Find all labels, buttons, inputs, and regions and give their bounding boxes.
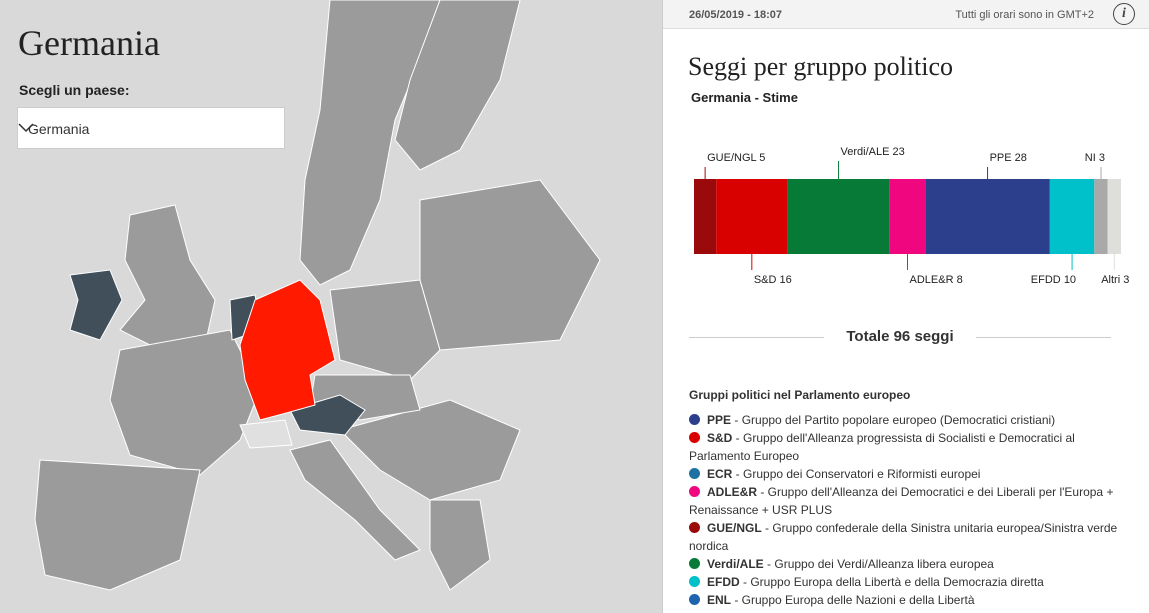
segment-label: Verdi/ALE 23 <box>841 146 905 158</box>
chevron <box>18 123 34 133</box>
segment-value: 3 <box>1123 274 1129 286</box>
legend-dot <box>689 558 700 569</box>
bar-segment <box>1107 179 1121 254</box>
map-panel: Germania Scegli un paese: Germania <box>0 0 662 613</box>
segment-name: Altri <box>1101 274 1120 286</box>
legend-item: PPE - Gruppo del Partito popolare europe… <box>689 411 1129 429</box>
segment-value: 16 <box>780 274 792 286</box>
legend-desc: Gruppo dell'Alleanza dei Democratici e d… <box>689 485 1114 517</box>
bar-segment <box>925 179 1050 254</box>
chart-title: Seggi per gruppo politico <box>688 52 954 81</box>
segment-name: NI <box>1085 152 1096 164</box>
legend-desc: Gruppo dei Conservatori e Riformisti eur… <box>743 467 981 481</box>
legend-dot <box>689 468 700 479</box>
select-label: Scegli un paese: <box>19 82 130 98</box>
legend-desc: Gruppo confederale della Sinistra unitar… <box>689 521 1118 553</box>
segment-label: PPE 28 <box>990 152 1027 164</box>
europe-map <box>34 0 601 591</box>
legend-abbr: PPE <box>707 413 732 427</box>
segment-name: PPE <box>990 152 1012 164</box>
legend-item: GUE/NGL - Gruppo confederale della Sinis… <box>689 521 1118 553</box>
poland <box>329 279 441 381</box>
select-value: Germania <box>28 121 90 137</box>
legend-desc: Gruppo Europa delle Nazioni e della Libe… <box>741 593 975 607</box>
legend-item: EFDD - Gruppo Europa della Libertà e del… <box>689 573 1129 591</box>
seat-bar: GUE/NGL 5 S&D 16 Verdi/ALE 23 ADLE&R 8 PPE 2… <box>694 146 1129 286</box>
legend-abbr: EFDD <box>707 575 740 589</box>
legend-item: S&D - Gruppo dell'Alleanza progressista … <box>689 431 1075 463</box>
bar-segment <box>694 179 717 254</box>
balkans <box>339 399 521 501</box>
legend-item: ENL - Gruppo Europa delle Nazioni e dell… <box>689 591 1129 609</box>
segment-label: S&D 16 <box>754 274 792 286</box>
segment-label: ADLE&R 8 <box>910 274 963 286</box>
greece <box>429 499 491 591</box>
top-bar: 26/05/2019 - 18:07 Tutti gli orari sono … <box>663 0 1149 29</box>
legend-item: ADLE&R - Gruppo dell'Alleanza dei Democr… <box>689 485 1114 517</box>
segment-label: NI 3 <box>1085 152 1105 164</box>
legend-abbr: ECR <box>707 467 733 481</box>
bar-segment <box>889 179 926 254</box>
france <box>109 329 261 476</box>
legend-desc: Gruppo del Partito popolare europeo (Dem… <box>741 413 1056 427</box>
segment-value: 8 <box>957 274 963 286</box>
legend-item: Verdi/ALE - Gruppo dei Verdi/Alleanza li… <box>689 555 1129 573</box>
chart-subtitle: Germania - Stime <box>691 90 798 105</box>
segment-label: GUE/NGL 5 <box>707 152 765 164</box>
switzerland <box>239 419 293 449</box>
east <box>419 179 601 351</box>
legend-abbr: ENL <box>707 593 731 607</box>
legend-dot <box>689 594 700 605</box>
segment-label: Altri 3 <box>1101 274 1129 286</box>
legend-abbr: GUE/NGL <box>707 521 762 535</box>
bar-segment <box>1049 179 1095 254</box>
bar-segment <box>1094 179 1108 254</box>
legend-item: ECR - Gruppo dei Conservatori e Riformis… <box>689 465 1129 483</box>
segment-value: 10 <box>1064 274 1076 286</box>
legend-items: PPE - Gruppo del Partito popolare europe… <box>689 411 1129 609</box>
finland <box>394 0 521 171</box>
germany <box>239 279 336 421</box>
segment-name: EFDD <box>1031 274 1061 286</box>
timestamp: 26/05/2019 - 18:07 <box>689 9 782 21</box>
info-button[interactable]: i <box>1113 3 1135 25</box>
map-title: Germania <box>18 23 160 63</box>
legend-abbr: Verdi/ALE <box>707 557 764 571</box>
segment-name: S&D <box>754 274 777 286</box>
legend-dot <box>689 432 700 443</box>
segment-name: ADLE&R <box>910 274 954 286</box>
bar-segment <box>787 179 890 254</box>
legend-abbr: S&D <box>707 431 733 445</box>
legend-dot <box>689 486 700 497</box>
timezone-note: Tutti gli orari sono in GMT+2 <box>955 9 1094 21</box>
segment-name: GUE/NGL <box>707 152 756 164</box>
segment-value: 3 <box>1099 152 1105 164</box>
segment-value: 5 <box>759 152 765 164</box>
legend-dot <box>689 576 700 587</box>
results-panel: 26/05/2019 - 18:07 Tutti gli orari sono … <box>662 0 1149 613</box>
legend-title: Gruppi politici nel Parlamento europeo <box>689 388 911 402</box>
uk <box>119 204 216 346</box>
segment-name: Verdi/ALE <box>841 146 890 158</box>
segment-label: EFDD 10 <box>1031 274 1076 286</box>
legend-desc: Gruppo dell'Alleanza progressista di Soc… <box>689 431 1075 463</box>
bar-segment <box>716 179 788 254</box>
segment-value: 28 <box>1015 152 1027 164</box>
segment-value: 23 <box>893 146 905 158</box>
legend: Gruppi politici nel Parlamento europeo P… <box>689 386 1129 609</box>
iberia <box>34 459 201 591</box>
legend-desc: Gruppo Europa della Libertà e della Demo… <box>750 575 1044 589</box>
legend-dot <box>689 522 700 533</box>
italy <box>289 439 421 561</box>
country-select[interactable]: Germania <box>17 107 285 149</box>
legend-dot <box>689 414 700 425</box>
legend-abbr: ADLE&R <box>707 485 757 499</box>
ireland <box>69 269 123 341</box>
total: Totale 96 seggi <box>689 328 1111 345</box>
total-label: Totale 96 seggi <box>824 328 976 345</box>
legend-desc: Gruppo dei Verdi/Alleanza libera europea <box>774 557 994 571</box>
